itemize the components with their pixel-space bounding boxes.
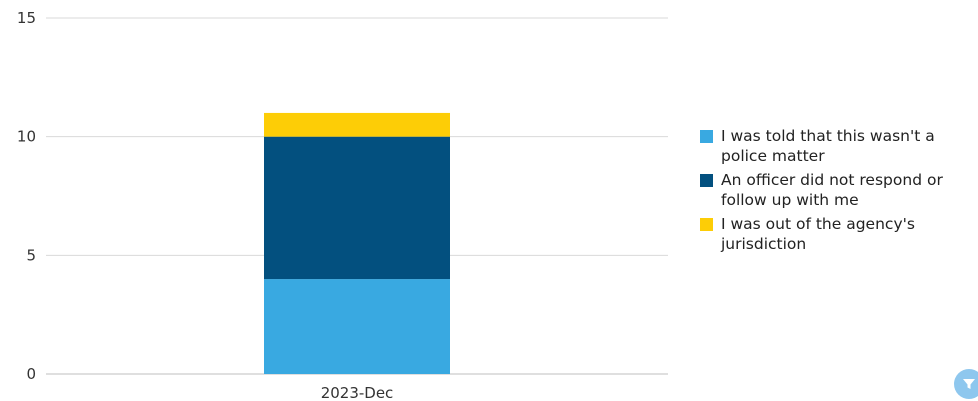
legend-swatch xyxy=(700,174,713,187)
legend-label: I was told that this wasn't a police mat… xyxy=(721,127,935,165)
bar-segment[interactable] xyxy=(264,112,450,137)
filter-icon xyxy=(963,379,975,389)
legend-label: I was out of the agency's jurisdiction xyxy=(721,215,915,253)
legend-item[interactable]: I was out of the agency's jurisdiction xyxy=(700,214,970,254)
legend-swatch xyxy=(700,218,713,231)
y-tick-label: 15 xyxy=(17,9,36,27)
x-tick-label: 2023-Dec xyxy=(321,384,394,401)
y-tick-label: 5 xyxy=(26,246,36,264)
y-tick-label: 10 xyxy=(17,128,36,146)
legend-item[interactable]: An officer did not respond or follow up … xyxy=(700,170,970,210)
bar-segment[interactable] xyxy=(264,279,450,374)
filter-button[interactable] xyxy=(954,369,978,399)
legend-item[interactable]: I was told that this wasn't a police mat… xyxy=(700,126,970,166)
chart-legend: I was told that this wasn't a police mat… xyxy=(700,126,970,258)
legend-label: An officer did not respond or follow up … xyxy=(721,171,943,209)
y-tick-label: 0 xyxy=(26,365,36,383)
bar-segment[interactable] xyxy=(264,136,450,280)
legend-swatch xyxy=(700,130,713,143)
